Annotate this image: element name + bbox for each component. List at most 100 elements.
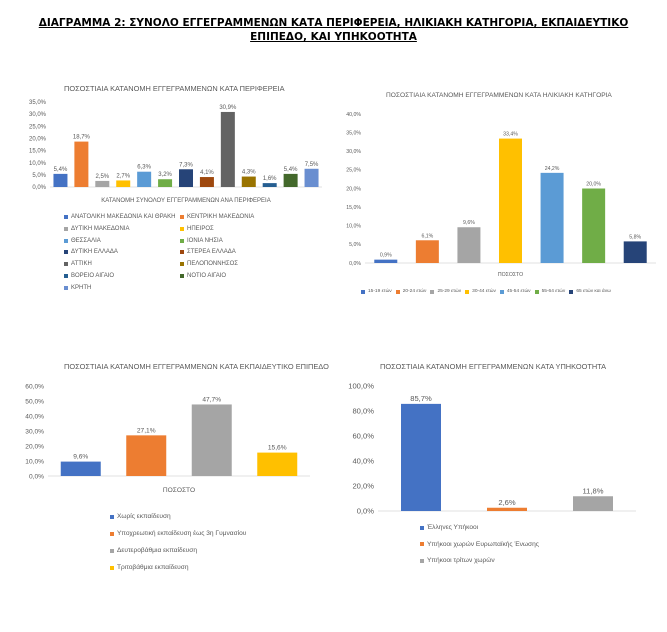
legend-label: 45-54 ετών: [506, 289, 531, 294]
bar: [220, 111, 235, 187]
education-chart-plot: 0,0% 10,0% 20,0% 30,0% 40,0% 50,0% 60,0% 9,6% 27…: [25, 383, 310, 494]
y-tick-label: 35,0%: [346, 130, 361, 136]
legend-swatch: [64, 274, 68, 278]
legend-item: 45-54 ετών: [499, 289, 531, 294]
legend-item: Χωρίς εκπαίδευση: [110, 513, 171, 520]
bar: [95, 180, 110, 187]
data-label: 24,2%: [545, 166, 560, 172]
x-axis-label: ΚΑΤΑΝΟΜΗ ΣΥΝΟΛΟΥ ΕΓΓΕΓΡΑΜΜΕΝΩΝ ΑΝΑ ΠΕΡΙΦ…: [101, 198, 270, 204]
document-title-line-2: ΕΠΙΠΕΔΟ, ΚΑΙ ΥΠΗΚΟΟΤΗΤΑ: [250, 31, 417, 43]
y-tick-label: 5,0%: [32, 173, 46, 179]
data-label: 20,0%: [586, 182, 601, 188]
bar: [53, 173, 68, 187]
legend-label: 55-64 ετών: [541, 289, 566, 294]
legend-item: 25-29 ετών: [430, 289, 461, 294]
legend-label: ΣΤΕΡΕΑ ΕΛΛΑΔΑ: [187, 249, 236, 256]
bar: [116, 180, 131, 187]
age-chart: ΠΟΣΟΣΤΙΑΙΑ ΚΑΤΑΝΟΜΗ ΕΓΓΕΓΡΑΜΜΕΝΩΝ ΚΑΤΑ Η…: [340, 88, 667, 313]
legend-swatch: [534, 289, 539, 294]
data-label: 33,4%: [503, 132, 518, 138]
legend-swatch: [180, 262, 184, 267]
y-tick-label: 20,0%: [25, 443, 44, 450]
legend-item: ΑΝΑΤΟΛΙΚΗ ΜΑΚΕΔΟΝΙΑ ΚΑΙ ΘΡΑΚΗ: [64, 214, 175, 220]
legend-label: ΔΥΤΙΚΗ ΜΑΚΕΔΟΝΙΑ: [71, 225, 130, 232]
x-axis-label: ΠΟΣΟΣΤΟ: [498, 272, 523, 278]
data-label: 11,8%: [583, 486, 604, 495]
legend-item: ΠΕΛΟΠΟΝΝΗΣΟΣ: [180, 261, 238, 267]
data-label: 4,1%: [200, 170, 214, 176]
bar: [179, 169, 193, 187]
legend-swatch: [64, 238, 68, 243]
x-axis-label: ΠΟΣΟΣΤΟ: [163, 487, 195, 494]
nationality-chart-plot: 0,0% 20,0% 40,0% 60,0% 80,0% 100,0% 85,7% 2,6% 1…: [348, 382, 636, 516]
legend-item: ΙΟΝΙΑ ΝΗΣΙΑ: [180, 238, 223, 244]
legend-label: ΚΕΝΤΡΙΚΗ ΜΑΚΕΔΟΝΙΑ: [187, 214, 255, 220]
legend-label: Υποχρεωτική εκπαίδευση έως 3η Γυμνασίου: [117, 530, 247, 537]
age-chart-plot: 0,0% 5,0% 10,0% 15,0% 20,0% 25,0% 30,0% 35,0% 40…: [346, 112, 656, 278]
data-label: 6,1%: [421, 233, 433, 239]
y-tick-label: 25,0%: [346, 168, 361, 174]
legend-item: Υπήκοοι τρίτων χωρών: [420, 557, 495, 564]
y-tick-label: 10,0%: [25, 458, 44, 465]
legend-item: 15-19 ετών: [361, 289, 392, 294]
legend-swatch: [420, 558, 424, 563]
bar: [126, 435, 167, 476]
data-label: 2,7%: [116, 173, 130, 179]
legend-swatch: [420, 525, 424, 530]
legend-label: 65 ετών και άνω: [576, 289, 611, 294]
data-label: 5,4%: [54, 167, 68, 173]
legend-swatch: [180, 238, 184, 243]
y-tick-label: 30,0%: [29, 112, 47, 118]
document-title-line-1: ΔΙΑΓΡΑΜΜΑ 2: ΣΥΝΟΛΟ ΕΓΓΕΓΡΑΜΜΕΝΩΝ ΚΑΤΑ Π…: [38, 17, 629, 29]
bar: [60, 461, 101, 476]
bar: [257, 452, 298, 476]
y-tick-label: 0,0%: [29, 473, 44, 480]
legend-item: ΗΠΕΙΡΟΣ: [180, 226, 214, 232]
legend-item: ΔΥΤΙΚΗ ΜΑΚΕΔΟΝΙΑ: [64, 226, 129, 232]
y-tick-label: 100,0%: [348, 382, 374, 391]
data-label: 85,7%: [410, 394, 432, 403]
legend-label: 25-29 ετών: [437, 289, 462, 294]
bar: [137, 171, 152, 187]
y-tick-label: 25,0%: [29, 124, 47, 130]
legend-swatch: [64, 226, 68, 231]
y-tick-label: 10,0%: [29, 161, 47, 167]
bar: [283, 173, 298, 187]
document-title: ΔΙΑΓΡΑΜΜΑ 2: ΣΥΝΟΛΟ ΕΓΓΕΓΡΑΜΜΕΝΩΝ ΚΑΤΑ Π…: [0, 16, 667, 44]
y-tick-label: 40,0%: [25, 413, 44, 420]
y-tick-label: 0,0%: [357, 507, 375, 516]
legend-item: 65 ετών και άνω: [569, 289, 611, 294]
legend-label: ΒΟΡΕΙΟ ΑΙΓΑΙΟ: [71, 273, 115, 279]
legend-label: Έλληνες Υπήκοοι: [427, 524, 479, 531]
y-tick-label: 15,0%: [29, 149, 47, 155]
bar: [191, 404, 232, 476]
bar: [415, 240, 439, 263]
legend-label: ΗΠΕΙΡΟΣ: [187, 225, 214, 232]
bar: [199, 177, 214, 187]
data-label: 2,5%: [95, 174, 109, 180]
data-label: 9,6%: [73, 454, 88, 461]
legend-item: ΔΥΤΙΚΗ ΕΛΛΑΔΑ: [64, 249, 118, 255]
y-tick-label: 20,0%: [346, 186, 361, 192]
data-label: 47,7%: [202, 396, 221, 403]
y-tick-label: 20,0%: [29, 137, 47, 143]
data-label: 18,7%: [73, 135, 91, 141]
data-label: 1,6%: [263, 176, 277, 182]
legend-item: Δευτεροβάθμια εκπαίδευση: [110, 547, 197, 554]
y-tick-label: 50,0%: [25, 398, 44, 405]
legend-swatch: [180, 274, 184, 278]
legend-swatch: [110, 531, 114, 536]
bar: [241, 176, 256, 187]
legend-swatch: [420, 542, 424, 546]
legend-label: ΘΕΣΣΑΛΙΑ: [71, 237, 101, 244]
legend-swatch: [395, 289, 400, 294]
legend-item: ΚΕΝΤΡΙΚΗ ΜΑΚΕΔΟΝΙΑ: [180, 214, 254, 220]
data-label: 9,6%: [463, 220, 475, 226]
legend-label: Τριτοβάθμια εκπαίδευση: [117, 564, 189, 571]
y-tick-label: 0,0%: [32, 185, 46, 191]
bar: [158, 179, 173, 187]
data-label: 15,6%: [268, 445, 287, 452]
bar: [623, 241, 647, 263]
y-tick-label: 30,0%: [346, 149, 361, 155]
legend-swatch: [569, 289, 574, 294]
